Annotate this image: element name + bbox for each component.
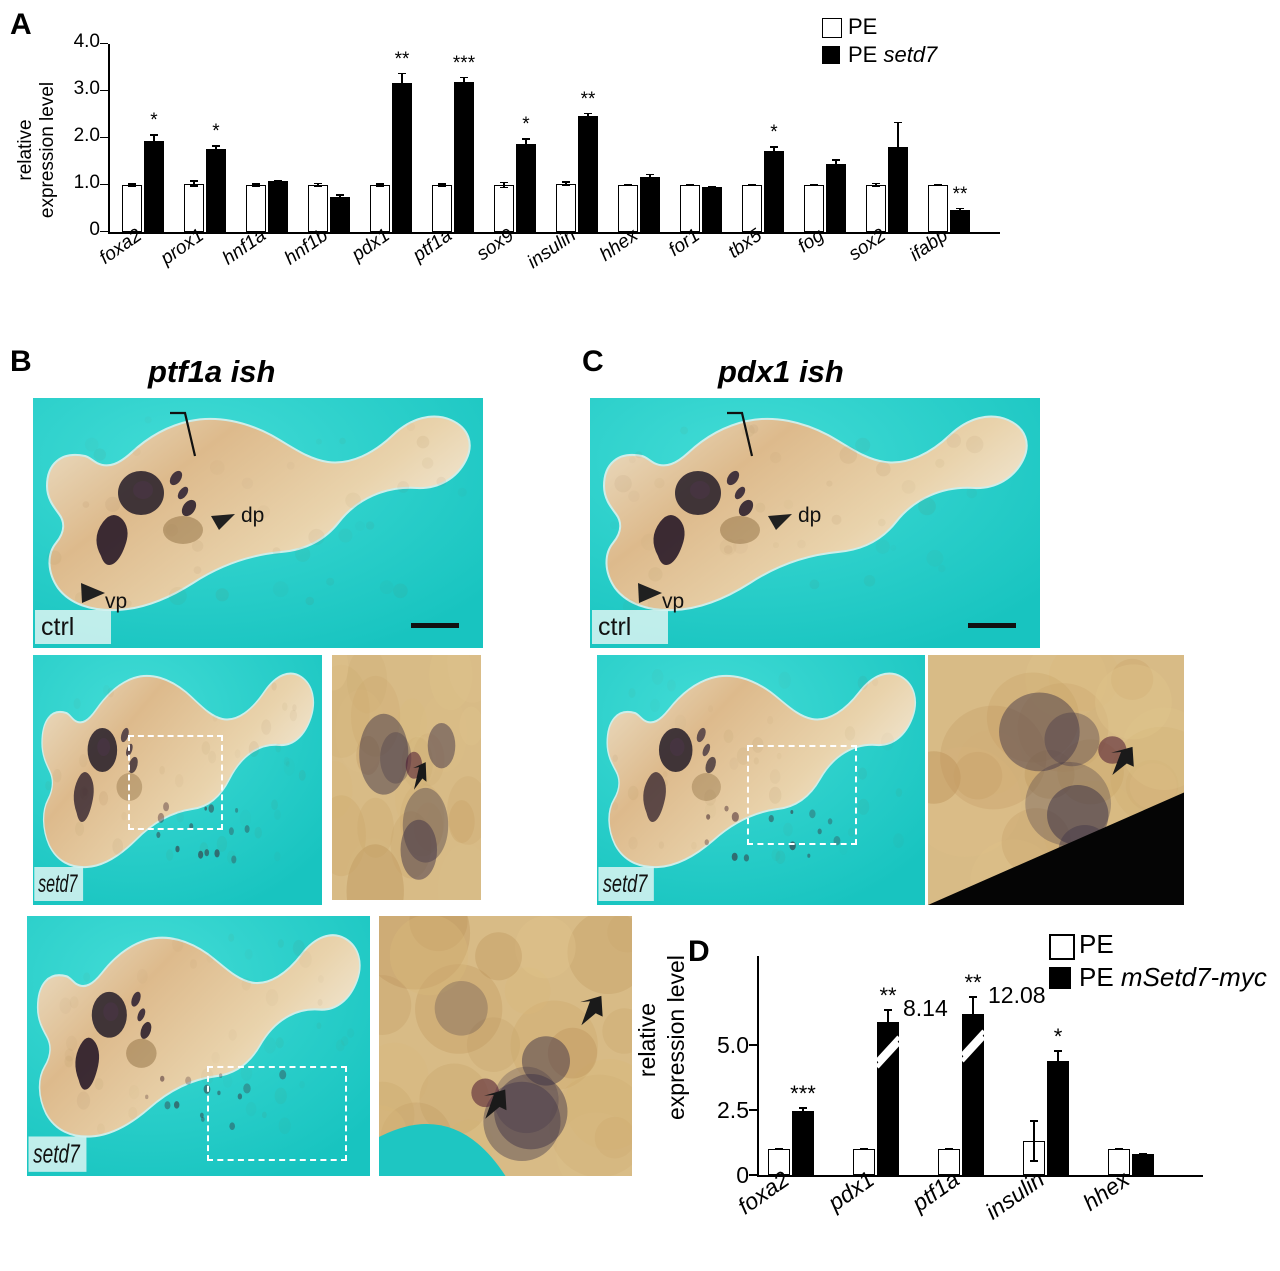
svg-text:vp: vp: [105, 590, 127, 613]
svg-text:setd7: setd7: [38, 871, 78, 898]
svg-text:ctrl: ctrl: [41, 613, 74, 641]
svg-text:dp: dp: [798, 504, 821, 527]
svg-text:setd7: setd7: [33, 1139, 81, 1169]
svg-text:ctrl: ctrl: [598, 613, 631, 641]
svg-text:vp: vp: [662, 590, 684, 613]
svg-text:dp: dp: [241, 504, 264, 527]
svg-text:setd7: setd7: [603, 869, 648, 898]
